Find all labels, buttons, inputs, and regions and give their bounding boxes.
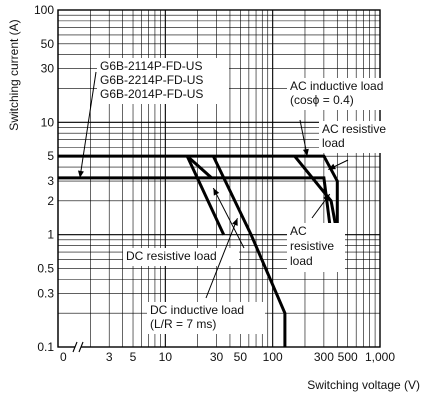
x-tick-label: 300 xyxy=(314,350,334,364)
y-tick-label: 100 xyxy=(34,3,54,17)
leader-line xyxy=(79,71,97,178)
leader-arrowhead xyxy=(302,148,309,157)
y-tick-label: 10 xyxy=(41,115,55,129)
annotation-ac-resistive-top-line: AC resistive xyxy=(322,122,386,136)
y-tick-label: 0.3 xyxy=(37,286,54,300)
series-line-4 xyxy=(186,154,213,180)
x-tick-label: 30 xyxy=(210,350,224,364)
annotation-ac-inductive-line: AC inductive load xyxy=(290,79,383,93)
x-tick-label: 5 xyxy=(130,350,137,364)
y-tick-label: 3 xyxy=(47,174,54,188)
annotation-bg-dc-resistive xyxy=(123,248,239,266)
leader-arrowhead xyxy=(213,188,220,196)
annotation-dc-resistive-line: DC resistive load xyxy=(126,249,217,263)
y-tick-label: 0.1 xyxy=(37,340,54,354)
y-tick-label: 50 xyxy=(41,37,55,51)
annotation-dc-inductive-line: DC inductive load xyxy=(150,303,244,317)
x-axis-break-mark xyxy=(72,341,84,353)
y-tick-label: 5 xyxy=(47,149,54,163)
y-tick-label: 0.5 xyxy=(37,261,54,275)
break-slash xyxy=(72,341,78,353)
annotation-models-line: G6B-2014P-FD-US xyxy=(100,87,203,101)
annotation-ac-resistive-bottom-line: resistive xyxy=(290,239,334,253)
annotation-bg-dc-inductive xyxy=(147,302,265,334)
x-tick-label: 50 xyxy=(234,350,248,364)
series-line-5 xyxy=(211,155,287,347)
annotation-ac-inductive-line: (cosϕ = 0.4) xyxy=(290,93,354,107)
x-tick-label: 10 xyxy=(159,350,173,364)
x-axis-title: Switching voltage (V) xyxy=(307,378,420,392)
x-tick-label: 0 xyxy=(60,350,67,364)
annotation-bg-models xyxy=(97,58,229,104)
x-tick-label: 100 xyxy=(263,350,283,364)
annotation-models-line: G6B-2214P-FD-US xyxy=(100,73,203,87)
x-tick-labels: 0 3 5 10 30 50 100 300 500 1,000 xyxy=(60,350,395,364)
y-tick-label: 30 xyxy=(41,62,55,76)
leader-line xyxy=(205,218,238,299)
leader-arrowhead xyxy=(328,163,336,170)
series-line-2 xyxy=(58,176,333,235)
annotation-bg-ac-resistive-bottom xyxy=(287,223,345,272)
annotation-bg-ac-resistive-top xyxy=(319,121,401,153)
annotation-ac-resistive-bottom-line: AC xyxy=(290,224,307,238)
leader-arrowhead xyxy=(232,218,238,226)
x-tick-label: 3 xyxy=(106,350,113,364)
annotation-bg-ac-inductive xyxy=(287,78,405,110)
annotation-models-line: G6B-2114P-FD-US xyxy=(100,59,202,73)
y-tick-label: 1 xyxy=(47,228,54,242)
annotation-ac-resistive-bottom-line: load xyxy=(290,254,313,268)
annotation-dc-inductive-line: (L/R = 7 ms) xyxy=(150,317,216,331)
y-tick-label: 2 xyxy=(47,194,54,208)
break-gap xyxy=(75,341,81,353)
series-line-3 xyxy=(185,155,226,236)
leader-arrowhead xyxy=(323,194,330,202)
leader-line xyxy=(212,187,245,249)
x-tick-label: 500 xyxy=(338,350,358,364)
leader-arrowhead xyxy=(77,170,84,178)
annotations: G6B-2114P-FD-USG6B-2214P-FD-USG6B-2014P-… xyxy=(77,58,405,334)
y-tick-labels: 0.1 0.3 0.5 1 2 3 5 10 30 50 100 xyxy=(34,3,54,354)
x-tick-label: 1,000 xyxy=(365,350,395,364)
break-slash xyxy=(78,341,84,353)
y-axis-title: Switching current (A) xyxy=(7,19,21,130)
annotation-ac-resistive-top-line: load xyxy=(322,136,345,150)
